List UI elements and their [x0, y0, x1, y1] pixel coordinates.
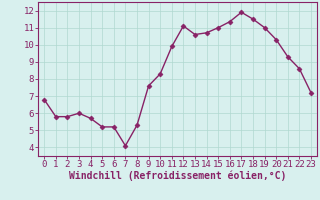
X-axis label: Windchill (Refroidissement éolien,°C): Windchill (Refroidissement éolien,°C): [69, 171, 286, 181]
